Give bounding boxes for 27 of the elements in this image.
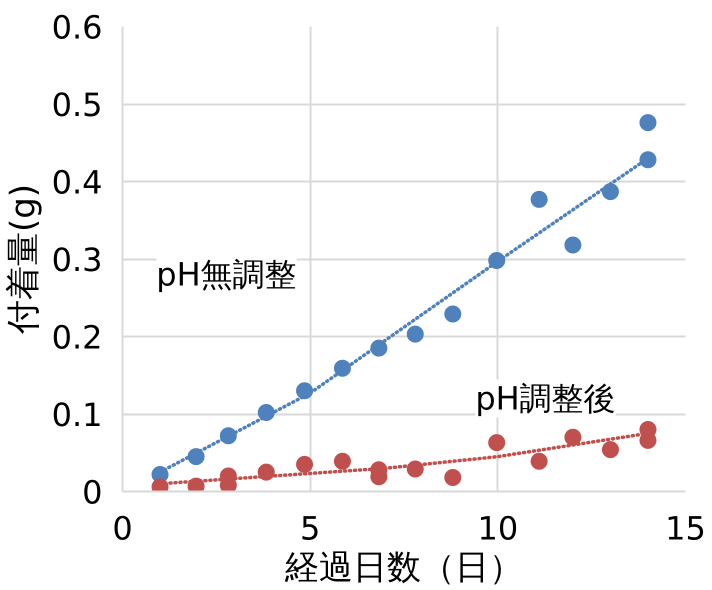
point: [406, 326, 424, 343]
point: [530, 452, 548, 470]
x-tick-label: 10: [477, 510, 518, 548]
y-axis-title: 付着量(g): [4, 184, 44, 336]
y-tick-label: 0.3: [52, 241, 102, 279]
point: [564, 428, 582, 446]
point: [488, 434, 506, 452]
y-tick-label: 0.2: [52, 318, 102, 356]
x-tick-label: 15: [665, 510, 706, 548]
point: [602, 441, 619, 458]
y-tick-label: 0.6: [52, 8, 102, 46]
x-axis-title: 経過日数（日）: [284, 548, 523, 588]
y-tick-label: 0.5: [52, 86, 102, 124]
y-tick-label: 0.1: [52, 396, 102, 434]
y-tick-label: 0: [82, 474, 102, 512]
point: [639, 114, 656, 132]
x-tick-label: 0: [112, 510, 133, 548]
x-tick-label: 5: [300, 510, 320, 548]
point: [296, 456, 314, 473]
text: pH無調整: [156, 256, 297, 294]
y-tick-label: 0.4: [52, 164, 102, 202]
point: [530, 190, 548, 208]
point: [564, 236, 582, 254]
point: [334, 452, 351, 470]
series-label: pH調整後: [475, 380, 616, 418]
point: [444, 469, 462, 486]
point: [444, 306, 462, 323]
